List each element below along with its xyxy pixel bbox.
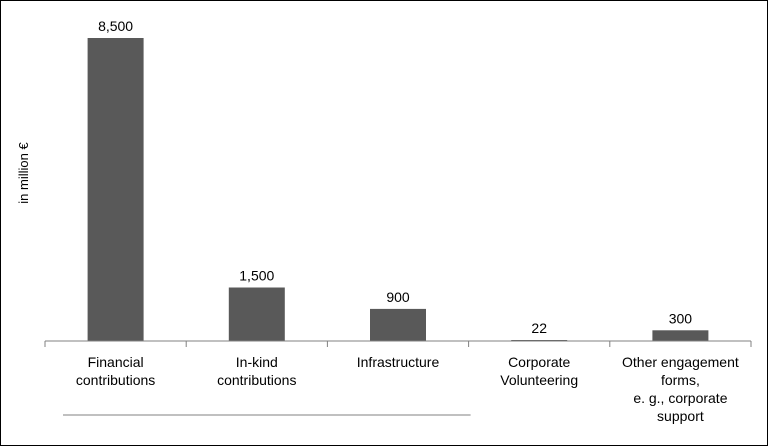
category-label-2-line-1: In-kind bbox=[236, 354, 278, 370]
category-label-5-line-3: e. g., corporate bbox=[633, 390, 727, 406]
category-label-4-line-2: Volunteering bbox=[500, 372, 578, 388]
category-label-1-line-1: Financial bbox=[88, 354, 144, 370]
value-label-1: 8,500 bbox=[98, 18, 133, 34]
bars-group bbox=[87, 38, 709, 341]
bar-5 bbox=[652, 330, 709, 341]
bar-3 bbox=[370, 308, 426, 341]
bar-2 bbox=[228, 287, 285, 341]
category-label-5-line-2: forms, bbox=[661, 372, 700, 388]
value-label-5: 300 bbox=[669, 310, 693, 326]
value-label-4: 22 bbox=[531, 320, 547, 336]
value-label-2: 1,500 bbox=[239, 268, 274, 284]
category-label-2-line-2: contributions bbox=[217, 372, 296, 388]
category-label-5-line-1: Other engagement bbox=[622, 354, 739, 370]
bar-1 bbox=[87, 38, 144, 341]
category-labels-group: Financial contributions In-kind contributio… bbox=[76, 354, 739, 424]
category-label-1-line-2: contributions bbox=[76, 372, 155, 388]
category-label-4-line-1: Corporate bbox=[508, 354, 570, 370]
value-labels-group: 8,500 1,500 900 22 300 bbox=[98, 18, 692, 336]
y-axis-title: in million € bbox=[16, 142, 31, 204]
value-label-3: 900 bbox=[386, 289, 410, 305]
category-label-3-line-1: Infrastructure bbox=[357, 354, 440, 370]
category-label-5-line-4: support bbox=[657, 408, 704, 424]
x-axis-ticks bbox=[44, 341, 752, 347]
